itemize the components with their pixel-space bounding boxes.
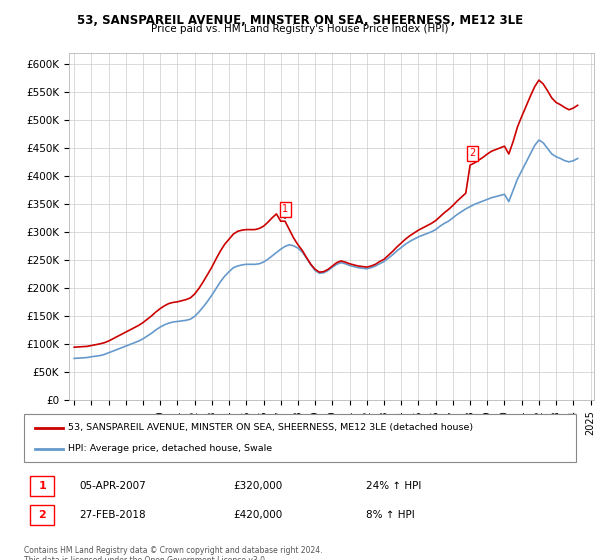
Text: Contains HM Land Registry data © Crown copyright and database right 2024.
This d: Contains HM Land Registry data © Crown c…	[24, 546, 323, 560]
Text: 8% ↑ HPI: 8% ↑ HPI	[366, 510, 415, 520]
Text: 27-FEB-2018: 27-FEB-2018	[79, 510, 146, 520]
Text: Price paid vs. HM Land Registry's House Price Index (HPI): Price paid vs. HM Land Registry's House …	[151, 24, 449, 34]
Text: £320,000: £320,000	[234, 481, 283, 491]
Text: HPI: Average price, detached house, Swale: HPI: Average price, detached house, Swal…	[68, 444, 272, 453]
Text: 2: 2	[470, 148, 476, 158]
Text: 2: 2	[38, 510, 46, 520]
Text: 1: 1	[38, 481, 46, 491]
Text: 24% ↑ HPI: 24% ↑ HPI	[366, 481, 422, 491]
Text: 1: 1	[282, 204, 288, 214]
Text: £420,000: £420,000	[234, 510, 283, 520]
Text: 53, SANSPAREIL AVENUE, MINSTER ON SEA, SHEERNESS, ME12 3LE: 53, SANSPAREIL AVENUE, MINSTER ON SEA, S…	[77, 14, 523, 27]
Text: 53, SANSPAREIL AVENUE, MINSTER ON SEA, SHEERNESS, ME12 3LE (detached house): 53, SANSPAREIL AVENUE, MINSTER ON SEA, S…	[68, 423, 473, 432]
Text: 05-APR-2007: 05-APR-2007	[79, 481, 146, 491]
FancyBboxPatch shape	[29, 476, 55, 496]
FancyBboxPatch shape	[29, 505, 55, 525]
FancyBboxPatch shape	[24, 414, 576, 462]
